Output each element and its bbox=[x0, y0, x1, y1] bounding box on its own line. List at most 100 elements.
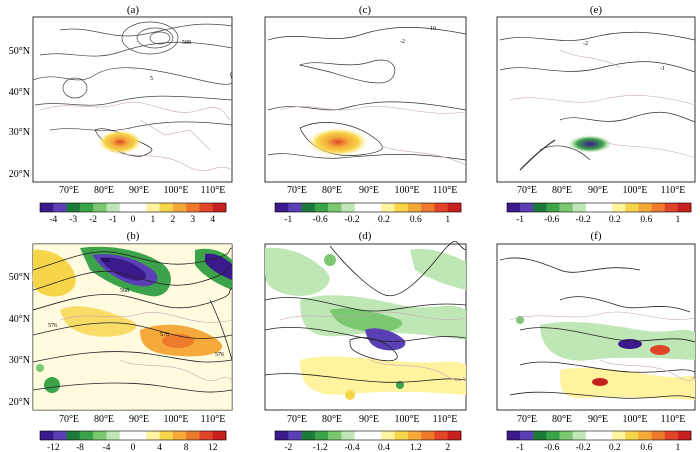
colorbar-swatch bbox=[533, 203, 547, 212]
colorbar-swatch bbox=[93, 431, 107, 440]
colorbar-swatch bbox=[421, 203, 435, 212]
panel-f-label: (f) bbox=[591, 230, 602, 242]
colorbar-swatch bbox=[368, 431, 382, 440]
colorbar-swatch bbox=[394, 431, 409, 440]
lon-tick-label: 90°E bbox=[129, 414, 149, 425]
lat-tick-label: 40°N bbox=[9, 87, 30, 98]
colorbar-swatch bbox=[53, 431, 67, 440]
colorbar-swatch bbox=[40, 431, 54, 440]
panel-b-yticks: 50°N 40°N 30°N 20°N bbox=[9, 272, 30, 408]
colorbar-frame bbox=[39, 430, 227, 441]
colorbar-swatch bbox=[625, 431, 639, 440]
colorbar-tick-label: -3 bbox=[69, 215, 77, 225]
colorbar-swatch bbox=[381, 203, 395, 212]
colorbar-tick-label: 0.4 bbox=[378, 443, 390, 452]
colorbar-swatch bbox=[533, 431, 547, 440]
colorbar-swatch bbox=[381, 431, 395, 440]
colorbar-swatch bbox=[507, 431, 521, 440]
colorbar-swatch bbox=[664, 431, 679, 440]
lon-tick-label: 110°E bbox=[661, 185, 686, 196]
colorbar-tick-label: -2 bbox=[89, 215, 97, 225]
colorbar-tick-label: -0.6 bbox=[544, 215, 559, 225]
colorbar-b: -12 -8 -4 0 4 8 12 bbox=[39, 430, 227, 452]
colorbar-swatch bbox=[572, 203, 587, 212]
lon-tick-label: 80°E bbox=[94, 414, 114, 425]
lat-tick-label: 30°N bbox=[9, 355, 30, 366]
colorbar-frame bbox=[274, 430, 462, 441]
colorbar-frame bbox=[506, 430, 692, 441]
colorbar-swatch bbox=[559, 203, 574, 212]
colorbar-swatch bbox=[599, 203, 613, 212]
colorbar-swatch bbox=[133, 203, 147, 212]
colorbar-swatch bbox=[199, 203, 214, 212]
colorbar-swatch bbox=[328, 203, 342, 212]
panel-a: (a) 588 5 70°E 80°E 90°E 100°E 110°E bbox=[9, 4, 233, 196]
lon-tick-label: 100°E bbox=[163, 414, 188, 425]
panel-a-contour-label: 588 bbox=[182, 40, 191, 46]
colorbar-swatch bbox=[354, 431, 369, 440]
colorbar-swatch bbox=[275, 203, 289, 212]
colorbar-swatch bbox=[119, 203, 134, 212]
lon-tick-label: 90°E bbox=[359, 414, 379, 425]
panel-e-frame bbox=[496, 16, 696, 183]
colorbar-tick-label: -1 bbox=[284, 215, 292, 225]
colorbar-swatch bbox=[288, 203, 302, 212]
colorbar-frame bbox=[506, 202, 692, 213]
colorbar-tick-label: -0.6 bbox=[313, 215, 328, 225]
lon-tick-label: 80°E bbox=[94, 185, 114, 196]
colorbar-swatch bbox=[354, 203, 369, 212]
panel-b-contour-label: 576 bbox=[48, 323, 57, 329]
panel-c-borders bbox=[279, 105, 467, 166]
lon-tick-label: 100°E bbox=[622, 185, 647, 196]
colorbar-tick-label: -2 bbox=[284, 443, 292, 452]
colorbar-swatch bbox=[638, 203, 652, 212]
colorbar-swatch bbox=[172, 431, 187, 440]
colorbar-swatch bbox=[66, 431, 81, 440]
colorbar-swatch bbox=[212, 431, 227, 440]
panel-d-xticks: 70°E 80°E 90°E 100°E 110°E bbox=[287, 414, 457, 425]
colorbar-swatch bbox=[421, 431, 435, 440]
colorbar-a: -4 -3 -2 -1 0 1 2 3 4 bbox=[39, 202, 227, 225]
colorbar-frame bbox=[39, 202, 227, 213]
panel-b-label: (b) bbox=[127, 230, 140, 242]
lon-tick-label: 110°E bbox=[201, 185, 226, 196]
panel-b-contour-label: 576 bbox=[215, 352, 224, 358]
colorbar-swatch bbox=[106, 431, 121, 440]
colorbar-tick-label: -0.4 bbox=[345, 443, 360, 452]
colorbar-swatch bbox=[186, 431, 200, 440]
colorbar-tick-label: -1 bbox=[109, 215, 117, 225]
lon-tick-label: 110°E bbox=[433, 185, 458, 196]
panel-e-anomaly bbox=[568, 135, 612, 153]
colorbar-swatch bbox=[520, 203, 534, 212]
colorbar-swatch bbox=[79, 203, 94, 212]
colorbar-swatch bbox=[572, 431, 587, 440]
colorbar-swatch bbox=[199, 431, 214, 440]
colorbar-swatch bbox=[314, 203, 329, 212]
colorbar-tick-label: -1 bbox=[516, 443, 524, 452]
panel-b: (b) 560 56 bbox=[9, 230, 233, 425]
panel-d-borders bbox=[279, 311, 467, 382]
colorbar-swatch bbox=[328, 431, 342, 440]
colorbar-tick-label: 0 bbox=[131, 215, 136, 225]
colorbar-d: -2 -1.2 -0.4 0.4 1.2 2 bbox=[274, 430, 462, 452]
colorbar-tick-label: 8 bbox=[184, 443, 189, 452]
colorbar-swatch bbox=[447, 431, 462, 440]
colorbar-swatch bbox=[585, 431, 600, 440]
colorbar-swatch bbox=[106, 203, 121, 212]
colorbar-tick-label: 1 bbox=[151, 215, 156, 225]
colorbar-f: -1 -0.6 -0.2 0.2 0.6 1 bbox=[506, 430, 692, 452]
panel-f-borders bbox=[509, 311, 696, 382]
panel-e-xticks: 70°E 80°E 90°E 100°E 110°E bbox=[517, 185, 685, 196]
colorbar-tick-label: -0.2 bbox=[345, 215, 360, 225]
colorbar-tick-label: -1.2 bbox=[313, 443, 328, 452]
lon-tick-label: 100°E bbox=[394, 414, 419, 425]
colorbar-tick-label: 3 bbox=[190, 215, 195, 225]
panel-a-yticks: 50°N 40°N 30°N 20°N bbox=[9, 46, 30, 180]
panel-f: (f) 70°E 80°E 90°E 100°E 110°E bbox=[496, 230, 696, 425]
colorbar-swatch bbox=[434, 203, 449, 212]
panel-b-xticks: 70°E 80°E 90°E 100°E 110°E bbox=[59, 414, 225, 425]
colorbar-tick-label: 0.2 bbox=[609, 215, 621, 225]
colorbar-swatch bbox=[53, 203, 67, 212]
lon-tick-label: 90°E bbox=[359, 185, 379, 196]
